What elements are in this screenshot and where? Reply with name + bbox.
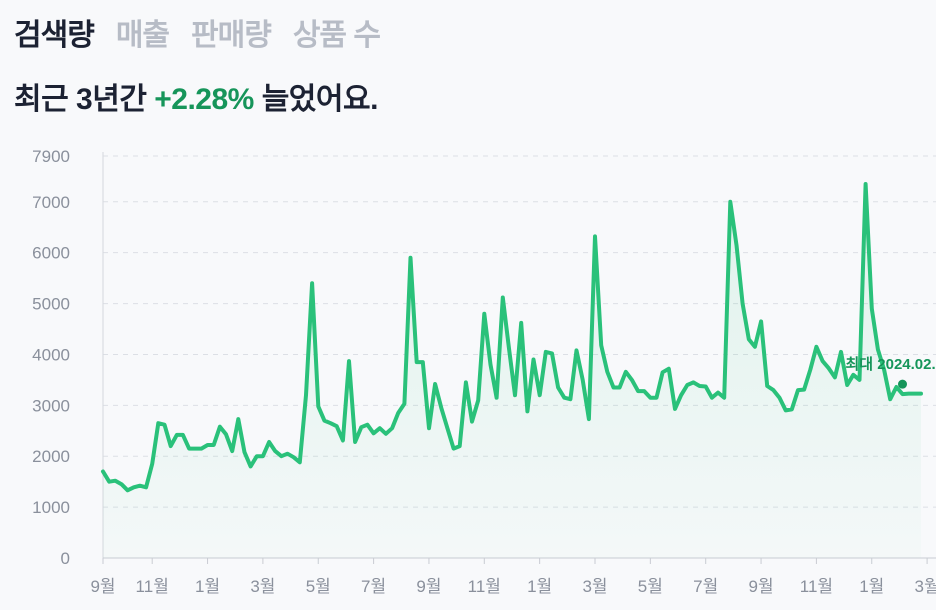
x-tick-label: 9월 — [90, 577, 115, 596]
tab-revenue[interactable]: 매출 — [115, 19, 170, 52]
x-tick-label: 11월 — [136, 577, 169, 596]
x-tick-label: 1월 — [859, 577, 884, 596]
headline-change: +2.28% — [154, 83, 254, 116]
x-tick-label: 3월 — [582, 577, 607, 596]
y-tick-label: 2000 — [32, 447, 70, 466]
x-tick-label: 7월 — [693, 577, 718, 596]
y-tick-label: 1000 — [32, 498, 70, 517]
headline-suffix: 늘었어요. — [253, 83, 379, 116]
y-tick-label: 6000 — [32, 244, 70, 263]
trend-headline: 최근 3년간 +2.28% 늘었어요. — [14, 82, 378, 118]
x-tick-label: 5월 — [638, 577, 663, 596]
x-tick-label: 7월 — [361, 577, 386, 596]
metric-tabs: 검색량 매출 판매량 상품 수 — [14, 18, 381, 54]
tab-search-volume[interactable]: 검색량 — [14, 19, 95, 52]
search-volume-chart: 0 1000 2000 3000 4000 5000 6000 7000 7900 9월 11월 1월… — [32, 147, 936, 596]
x-tick-label: 3월 — [250, 577, 275, 596]
x-tick-label: 3월 — [915, 577, 936, 596]
x-tick-label: 11월 — [468, 577, 501, 596]
y-tick-label: 0 — [61, 549, 70, 568]
tab-product-count[interactable]: 상품 수 — [292, 19, 381, 52]
x-tick-label: 11월 — [800, 577, 833, 596]
x-tick-label: 9월 — [748, 577, 773, 596]
x-tick-label: 5월 — [306, 577, 331, 596]
tab-sales-volume[interactable]: 판매량 — [191, 19, 272, 52]
x-tick-label: 1월 — [195, 577, 220, 596]
x-tick-label: 9월 — [416, 577, 441, 596]
y-tick-label: 7000 — [32, 193, 70, 212]
series-area — [103, 184, 921, 558]
y-tick-label: 7900 — [32, 147, 70, 166]
headline-prefix: 최근 3년간 — [14, 83, 155, 116]
max-point-marker — [898, 379, 907, 389]
y-tick-label: 4000 — [32, 345, 70, 364]
series-line — [101, 182, 923, 493]
max-point-label: 최대 2024.02.05 — [846, 355, 936, 373]
y-tick-label: 3000 — [32, 396, 70, 415]
y-tick-label: 5000 — [32, 295, 70, 314]
x-tick-label: 1월 — [527, 577, 552, 596]
